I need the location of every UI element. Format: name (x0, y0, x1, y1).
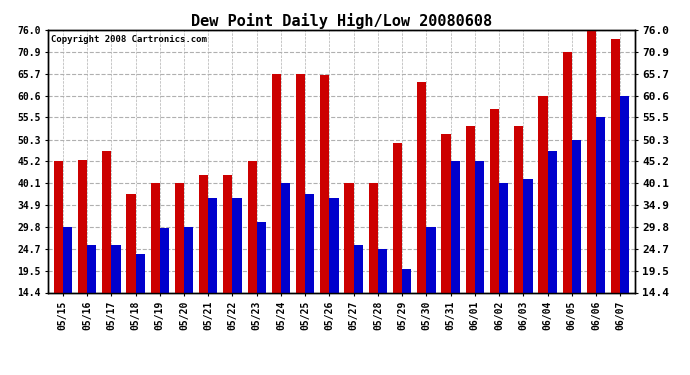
Bar (548, 152, 557, 292)
Title: Dew Point Daily High/Low 20080608: Dew Point Daily High/Low 20080608 (191, 13, 492, 29)
Bar (126, 194, 135, 292)
Bar (150, 183, 160, 292)
Bar (514, 126, 523, 292)
Bar (572, 140, 581, 292)
Bar (538, 96, 548, 292)
Bar (329, 198, 339, 292)
Bar (320, 75, 329, 292)
Bar (402, 268, 411, 292)
Bar (499, 183, 509, 292)
Bar (466, 126, 475, 292)
Text: Copyright 2008 Cartronics.com: Copyright 2008 Cartronics.com (51, 35, 207, 44)
Bar (305, 194, 315, 292)
Bar (523, 179, 533, 292)
Bar (63, 227, 72, 292)
Bar (586, 30, 596, 292)
Bar (248, 161, 257, 292)
Bar (199, 175, 208, 292)
Bar (378, 249, 387, 292)
Bar (111, 245, 121, 292)
Bar (102, 152, 111, 292)
Bar (233, 198, 241, 292)
Bar (160, 228, 169, 292)
Bar (596, 117, 605, 292)
Bar (426, 227, 435, 292)
Bar (78, 160, 87, 292)
Bar (393, 143, 402, 292)
Bar (224, 175, 233, 292)
Bar (272, 74, 281, 292)
Bar (54, 161, 63, 292)
Bar (611, 39, 620, 292)
Bar (281, 183, 290, 292)
Bar (208, 198, 217, 292)
Bar (344, 183, 354, 292)
Bar (417, 82, 426, 292)
Bar (135, 254, 145, 292)
Bar (562, 52, 572, 292)
Bar (490, 109, 499, 292)
Bar (475, 161, 484, 292)
Bar (257, 222, 266, 292)
Bar (184, 227, 193, 292)
Bar (354, 245, 363, 292)
Bar (296, 74, 305, 292)
Bar (87, 245, 97, 292)
Bar (451, 161, 460, 292)
Bar (442, 134, 451, 292)
Bar (368, 183, 378, 292)
Bar (175, 183, 184, 292)
Bar (620, 96, 629, 292)
